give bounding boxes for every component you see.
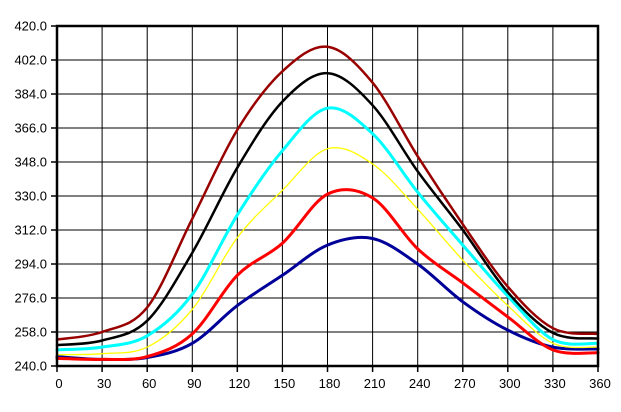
- x-tick-label: 270: [454, 376, 476, 391]
- y-tick-label: 384.0: [14, 87, 47, 102]
- y-tick-label: 366.0: [14, 121, 47, 136]
- x-tick-label: 300: [499, 376, 521, 391]
- x-tick-label: 0: [55, 376, 62, 391]
- plot-border: [55, 24, 600, 368]
- x-tick-label: 360: [589, 376, 611, 391]
- y-tick-label: 276.0: [14, 291, 47, 306]
- x-tick-label: 30: [97, 376, 111, 391]
- x-tick-label: 120: [228, 376, 250, 391]
- y-tick-label: 402.0: [14, 53, 47, 68]
- x-tick-label: 60: [142, 376, 156, 391]
- x-tick-label: 210: [364, 376, 386, 391]
- yellow-curve: [56, 147, 599, 356]
- y-tick-label: 258.0: [14, 325, 47, 340]
- x-tick-label: 90: [187, 376, 201, 391]
- y-tick-label: 330.0: [14, 189, 47, 204]
- dark-red-curve: [55, 45, 600, 341]
- y-tick-label: 294.0: [14, 257, 47, 272]
- x-tick-label: 240: [409, 376, 431, 391]
- x-tick-label: 150: [274, 376, 296, 391]
- y-tick-label: 420.0: [14, 19, 47, 34]
- cyan-curve: [55, 106, 600, 352]
- y-tick-label: 312.0: [14, 223, 47, 238]
- y-tick-label: 240.0: [14, 359, 47, 374]
- red-curve: [55, 188, 600, 362]
- x-tick-label: 180: [319, 376, 341, 391]
- y-tick-label: 348.0: [14, 155, 47, 170]
- x-tick-label: 330: [544, 376, 566, 391]
- black-curve: [55, 71, 600, 347]
